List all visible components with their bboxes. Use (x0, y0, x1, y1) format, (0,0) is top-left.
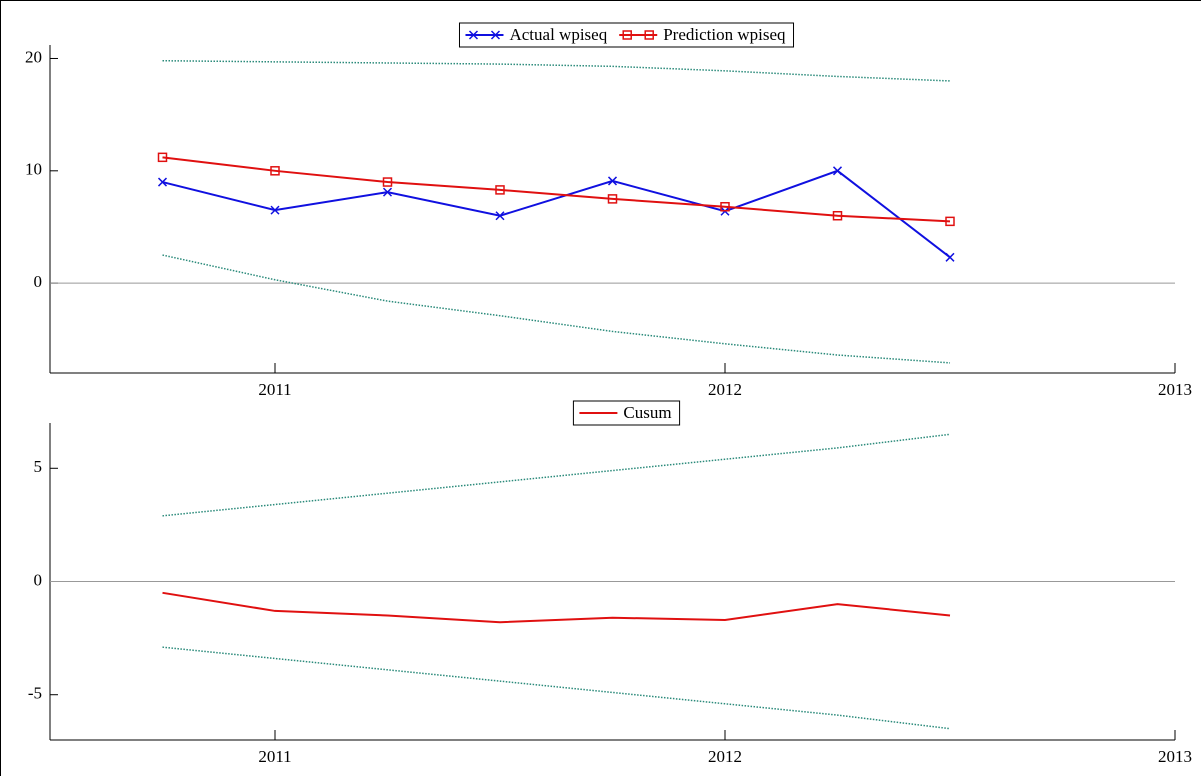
x-tick-label: 2011 (258, 747, 291, 766)
band-line (162, 433, 951, 517)
marker (468, 30, 479, 40)
y-tick-label: -5 (28, 684, 42, 703)
band-line (162, 646, 951, 730)
marker (607, 194, 618, 204)
legend-label: Cusum (623, 403, 671, 422)
marker (945, 216, 955, 227)
series-line (162, 169, 951, 259)
y-tick-label: 0 (34, 570, 43, 589)
series-line (162, 591, 951, 624)
x-tick-label: 2012 (708, 747, 742, 766)
y-tick-label: 20 (25, 47, 42, 66)
marker (495, 211, 505, 221)
series-line (162, 156, 951, 223)
y-tick-label: 5 (34, 457, 43, 476)
legend-label: Actual wpiseq (509, 25, 607, 44)
marker (607, 176, 618, 186)
x-tick-label: 2013 (1158, 747, 1192, 766)
marker (720, 202, 730, 212)
x-tick-label: 2011 (258, 380, 291, 399)
marker (945, 252, 955, 262)
marker (270, 166, 280, 176)
marker (382, 187, 393, 197)
marker (157, 177, 168, 187)
x-tick-label: 2012 (708, 380, 742, 399)
marker (832, 210, 843, 221)
band-line (162, 59, 951, 82)
marker (832, 166, 843, 176)
marker (382, 177, 393, 187)
x-tick-label: 2013 (1158, 380, 1192, 399)
marker (495, 185, 505, 195)
legend-label: Prediction wpiseq (663, 25, 786, 44)
marker (157, 152, 168, 163)
marker (644, 30, 654, 40)
marker (622, 30, 632, 40)
y-tick-label: 0 (34, 272, 43, 291)
marker (270, 205, 280, 215)
band-line (162, 254, 951, 364)
marker (490, 30, 501, 40)
y-tick-label: 10 (25, 160, 42, 179)
